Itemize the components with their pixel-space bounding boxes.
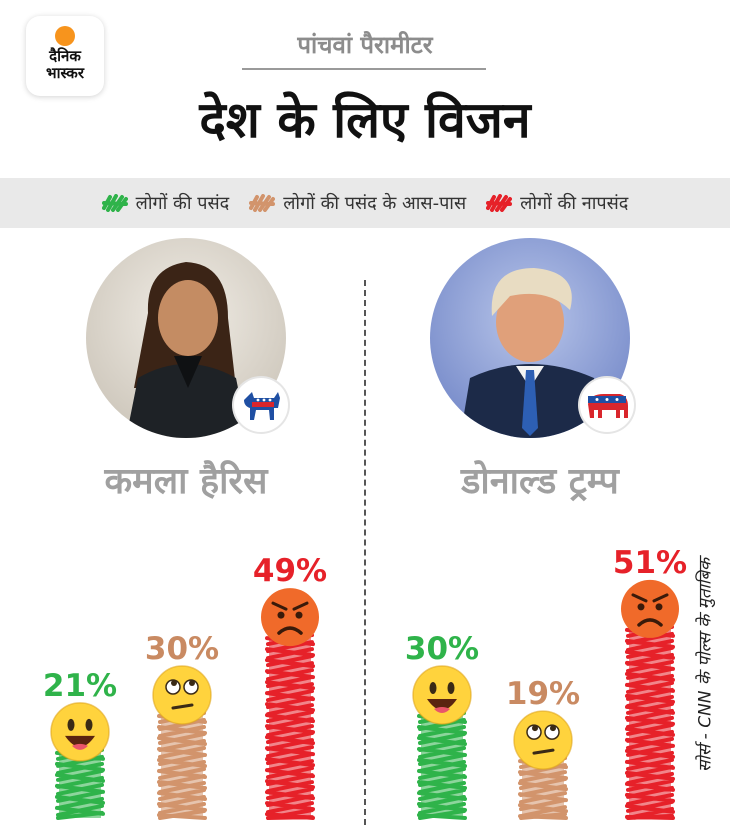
legend-item-near: लोगों की पसंद के आस-पास	[249, 191, 466, 215]
page-title: देश के लिए विजन	[199, 91, 531, 149]
harris-value-label-1: 21%	[43, 668, 117, 704]
harris-bar-3	[265, 633, 315, 820]
trump-bar-3	[625, 624, 675, 820]
eye-roll-emoji-icon	[152, 665, 212, 725]
happy-emoji-icon	[50, 702, 110, 762]
legend-swatch-dislike	[486, 194, 513, 212]
trump-value-label-2: 19%	[506, 676, 580, 712]
source-note: सोर्स - CNN के पोल्स के मुताबिक	[695, 557, 716, 773]
trump-bar-1	[417, 711, 467, 820]
legend-item-like: लोगों की पसंद	[101, 191, 230, 215]
angry-emoji-icon	[261, 588, 319, 647]
legend: लोगों की पसंद लोगों की पसंद के आस-पास लो…	[0, 178, 730, 228]
brand-logo: दैनिक भास्कर	[26, 16, 104, 96]
harris-name: कमला हैरिस	[104, 461, 268, 502]
legend-swatch-like	[101, 194, 128, 212]
legend-label-like: लोगों की पसंद	[135, 193, 230, 214]
harris-value-label-2: 30%	[145, 631, 219, 667]
harris-value-label-3: 49%	[253, 553, 327, 589]
trump-value-label-3: 51%	[613, 545, 687, 581]
legend-item-dislike: लोगों की नापसंद	[486, 191, 628, 215]
donkey-icon	[234, 378, 288, 432]
happy-emoji-icon	[412, 665, 472, 725]
panel-divider	[364, 280, 366, 825]
legend-swatch-near	[249, 194, 276, 212]
angry-emoji-icon	[621, 579, 679, 638]
sun-icon	[55, 26, 75, 46]
legend-label-near: लोगों की पसंद के आस-पास	[283, 193, 467, 214]
eye-roll-emoji-icon	[513, 710, 573, 770]
trump-value-label-1: 30%	[405, 631, 479, 667]
kicker-underline	[242, 68, 486, 70]
elephant-icon	[580, 378, 634, 432]
harris-bar-2	[157, 711, 207, 820]
trump-name: डोनाल्ड ट्रम्प	[461, 461, 619, 502]
kicker: पांचवां पैरामीटर	[297, 31, 433, 59]
brand-line-1: दैनिक	[49, 47, 81, 65]
brand-line-2: भास्कर	[46, 64, 84, 82]
legend-label-dislike: लोगों की नापसंद	[520, 193, 629, 214]
